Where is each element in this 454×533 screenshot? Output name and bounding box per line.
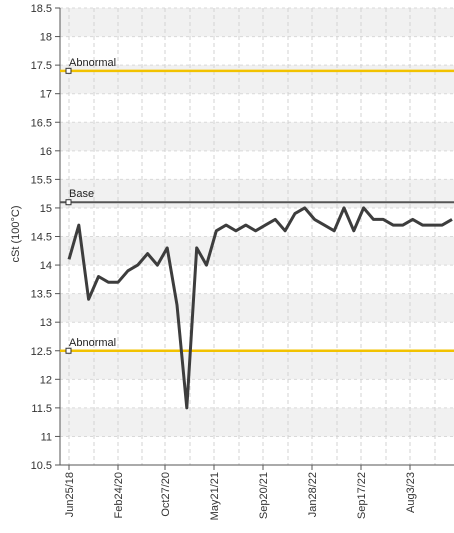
y-tick-label: 16.5 bbox=[31, 117, 52, 129]
y-tick-label: 13.5 bbox=[31, 289, 52, 301]
reference-label: Base bbox=[69, 188, 94, 200]
reference-label: Abnormal bbox=[69, 57, 116, 69]
y-tick-label: 15.5 bbox=[31, 174, 52, 186]
x-tick-labels: Jun25/18 Feb24/20 Oct27/20 May21/21 Sep20/21… bbox=[64, 465, 417, 520]
grid-band bbox=[60, 294, 454, 323]
grid-band bbox=[60, 237, 454, 266]
y-tick-label: 14.5 bbox=[31, 232, 52, 244]
grid-band bbox=[60, 408, 454, 437]
grid-band bbox=[60, 122, 454, 151]
x-tick-label: Jun25/18 bbox=[64, 472, 76, 517]
y-tick-label: 11 bbox=[41, 431, 52, 443]
x-tick-label: Aug3/23 bbox=[405, 472, 417, 513]
y-tick-labels: 10.5 11 11.5 12 12.5 13 13.5 14 14.5 15 15.5 16 16.5… bbox=[31, 3, 60, 472]
y-tick-label: 12 bbox=[40, 374, 52, 386]
y-tick-label: 18 bbox=[40, 32, 52, 44]
plot-background bbox=[60, 8, 454, 465]
grid-band bbox=[60, 179, 454, 208]
x-tick-label: May21/21 bbox=[209, 472, 221, 520]
grid-band bbox=[60, 351, 454, 380]
y-tick-label: 18.5 bbox=[31, 3, 52, 15]
grid-band bbox=[60, 65, 454, 94]
x-tick-label: Feb24/20 bbox=[113, 472, 125, 518]
y-tick-label: 17.5 bbox=[31, 60, 52, 72]
y-tick-label: 15 bbox=[40, 203, 52, 215]
y-tick-label: 16 bbox=[40, 146, 52, 158]
grid-band bbox=[60, 8, 454, 37]
y-tick-label: 13 bbox=[40, 317, 52, 329]
reference-marker bbox=[66, 348, 71, 353]
reference-label: Abnormal bbox=[69, 337, 116, 349]
reference-marker bbox=[66, 68, 71, 73]
x-tick-label: Jan28/22 bbox=[307, 472, 319, 517]
y-tick-label: 11.5 bbox=[31, 403, 52, 415]
x-tick-label: Oct27/20 bbox=[160, 472, 172, 517]
y-tick-label: 12.5 bbox=[31, 346, 52, 358]
y-tick-label: 10.5 bbox=[31, 460, 52, 472]
x-tick-label: Sep20/21 bbox=[258, 472, 270, 519]
x-tick-label: Sep17/22 bbox=[356, 472, 368, 519]
y-axis-title: cSt (100°C) bbox=[10, 206, 22, 263]
y-tick-label: 14 bbox=[40, 260, 52, 272]
reference-marker bbox=[66, 200, 71, 205]
y-tick-label: 17 bbox=[40, 89, 52, 101]
